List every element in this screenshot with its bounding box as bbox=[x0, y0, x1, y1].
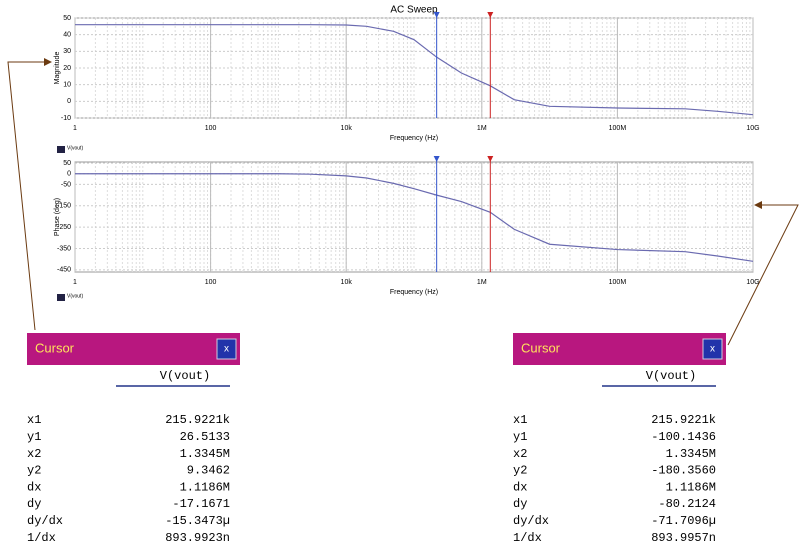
row-label: dy/dx bbox=[27, 514, 63, 528]
y-tick-label: -450 bbox=[57, 267, 71, 274]
x-tick-label: 100 bbox=[205, 279, 217, 286]
y-tick-label: -50 bbox=[61, 181, 71, 188]
y-tick-label: 0 bbox=[67, 171, 71, 178]
x-tick-label: 100M bbox=[609, 279, 627, 286]
x-tick-label: 1M bbox=[477, 279, 487, 286]
arrow bbox=[7, 61, 48, 331]
panel-titlebar bbox=[513, 333, 726, 365]
arrow-head bbox=[44, 58, 52, 66]
row-value: 215.9221k bbox=[651, 413, 716, 427]
row-label: x1 bbox=[27, 413, 41, 427]
row-label: 1/dx bbox=[513, 531, 542, 545]
row-value: -15.3473µ bbox=[165, 514, 230, 528]
row-value: 893.9957n bbox=[651, 531, 716, 545]
row-value: 215.9221k bbox=[165, 413, 230, 427]
row-value: 1.1186M bbox=[180, 480, 230, 494]
x-tick-label: 1M bbox=[477, 125, 487, 132]
row-label: y1 bbox=[513, 430, 527, 444]
close-button[interactable] bbox=[702, 338, 723, 360]
cursor-handle bbox=[487, 12, 494, 18]
row-label: y2 bbox=[27, 464, 41, 478]
series-line bbox=[75, 173, 754, 262]
close-button[interactable] bbox=[216, 338, 237, 360]
row-label: y2 bbox=[513, 464, 527, 478]
row-value: 1.3345M bbox=[180, 447, 230, 461]
y-tick-label: 0 bbox=[67, 98, 71, 105]
arrow bbox=[727, 204, 799, 346]
x-axis-label: Frequency (Hz) bbox=[390, 289, 438, 296]
legend-swatch bbox=[57, 146, 65, 153]
row-label: dx bbox=[27, 480, 41, 494]
y-tick-label: -350 bbox=[57, 245, 71, 252]
y-tick-label: 40 bbox=[63, 32, 71, 39]
row-value: -80.2124 bbox=[658, 497, 716, 511]
column-header: V(vout) bbox=[646, 369, 696, 383]
panel-title: Cursor bbox=[521, 340, 561, 355]
close-label[interactable]: x bbox=[710, 344, 715, 355]
x-tick-label: 10G bbox=[746, 279, 759, 286]
x-tick-label: 1 bbox=[73, 125, 77, 132]
row-value: -17.1671 bbox=[172, 497, 230, 511]
series-line bbox=[75, 24, 754, 116]
row-value: 26.5133 bbox=[180, 430, 230, 444]
row-value: -180.3560 bbox=[651, 464, 716, 478]
y-axis-label: Phase (deg) bbox=[54, 198, 61, 236]
column-header: V(vout) bbox=[160, 369, 210, 383]
cursor-handle bbox=[433, 12, 440, 18]
legend-swatch bbox=[57, 294, 65, 301]
row-label: y1 bbox=[27, 430, 41, 444]
row-value: 893.9923n bbox=[165, 531, 230, 545]
row-value: 1.3345M bbox=[666, 447, 716, 461]
x-tick-label: 100M bbox=[609, 125, 627, 132]
y-tick-label: -250 bbox=[57, 224, 71, 231]
cursor-handle bbox=[433, 156, 440, 162]
chart-title: AC Sweep bbox=[390, 5, 438, 16]
y-tick-label: -10 bbox=[61, 115, 71, 122]
row-label: x2 bbox=[513, 447, 527, 461]
y-axis-label: Magnitude bbox=[54, 52, 61, 85]
row-value: -71.7096µ bbox=[651, 514, 716, 528]
row-label: 1/dx bbox=[27, 531, 56, 545]
row-value: 9.3462 bbox=[187, 464, 230, 478]
row-label: dx bbox=[513, 480, 527, 494]
x-tick-label: 10k bbox=[341, 125, 353, 132]
row-value: -100.1436 bbox=[651, 430, 716, 444]
row-label: dy bbox=[513, 497, 527, 511]
y-tick-label: 50 bbox=[63, 160, 71, 167]
row-label: x2 bbox=[27, 447, 41, 461]
x-tick-label: 10G bbox=[746, 125, 759, 132]
legend-label: V(vout) bbox=[67, 293, 83, 299]
close-label[interactable]: x bbox=[224, 344, 229, 355]
arrow-head bbox=[754, 201, 762, 209]
x-tick-label: 10k bbox=[341, 279, 353, 286]
row-label: x1 bbox=[513, 413, 527, 427]
row-label: dy bbox=[27, 497, 41, 511]
x-axis-label: Frequency (Hz) bbox=[390, 135, 438, 142]
cursor-handle bbox=[487, 156, 494, 162]
panel-titlebar bbox=[27, 333, 240, 365]
y-tick-label: 30 bbox=[63, 48, 71, 55]
y-tick-label: 20 bbox=[63, 65, 71, 72]
y-tick-label: 50 bbox=[63, 15, 71, 22]
row-label: dy/dx bbox=[513, 514, 549, 528]
x-tick-label: 100 bbox=[205, 125, 217, 132]
y-tick-label: -150 bbox=[57, 203, 71, 210]
legend-label: V(vout) bbox=[67, 145, 83, 151]
panel-title: Cursor bbox=[35, 340, 75, 355]
row-value: 1.1186M bbox=[666, 480, 716, 494]
y-tick-label: 10 bbox=[63, 82, 71, 89]
x-tick-label: 1 bbox=[73, 279, 77, 286]
